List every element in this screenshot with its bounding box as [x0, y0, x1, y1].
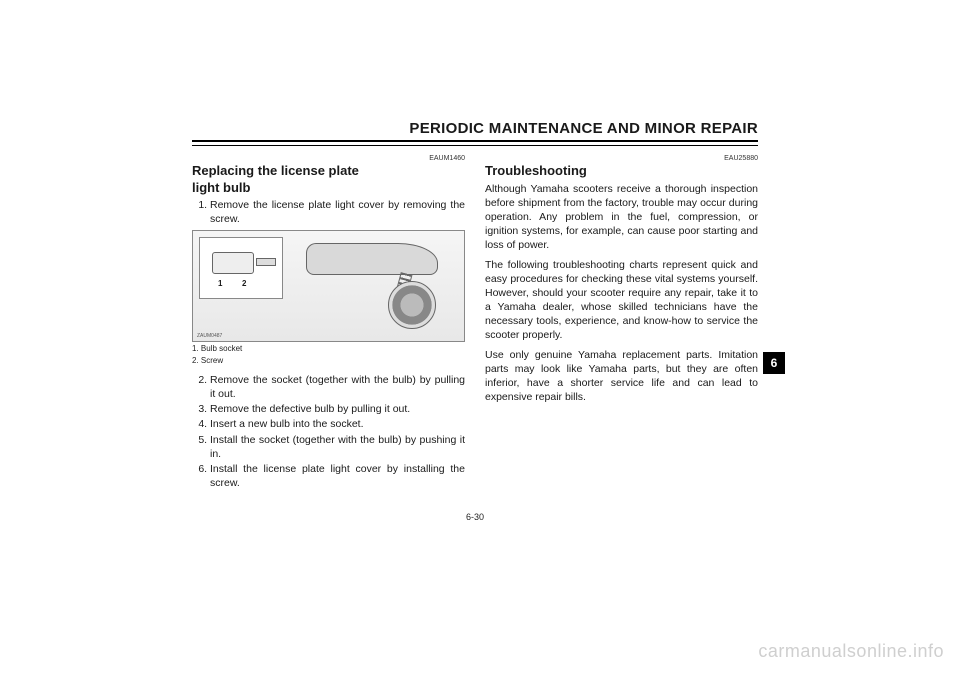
scooter-shape [306, 243, 456, 329]
doc-id-left: EAUM1460 [192, 154, 465, 163]
steps-list-a: Remove the license plate light cover by … [192, 198, 465, 226]
section-title-line2: light bulb [192, 180, 250, 195]
doc-id-right: EAU25880 [485, 154, 758, 163]
figure-caption-1: 1. Bulb socket [192, 344, 465, 355]
two-column-layout: EAUM1460 Replacing the license plate lig… [192, 154, 758, 494]
paragraph: The following troubleshooting charts rep… [485, 258, 758, 343]
figure-illustration: 1 2 ZAUM0487 [192, 230, 465, 342]
watermark-text: carmanualsonline.info [758, 641, 944, 662]
section-title-left: Replacing the license plate light bulb [192, 163, 465, 196]
section-title-line1: Replacing the license plate [192, 163, 359, 178]
figure-id: ZAUM0487 [197, 333, 222, 340]
content-area: PERIODIC MAINTENANCE AND MINOR REPAIR EA… [192, 120, 758, 588]
scooter-wheel-shape [388, 281, 436, 329]
step-item: Install the license plate light cover by… [210, 462, 465, 490]
chapter-tab: 6 [763, 352, 785, 374]
header-rule-thick [192, 140, 758, 142]
manual-page: PERIODIC MAINTENANCE AND MINOR REPAIR EA… [0, 0, 960, 678]
steps-list-b: Remove the socket (together with the bul… [192, 373, 465, 490]
page-number: 6-30 [192, 512, 758, 522]
page-header-title: PERIODIC MAINTENANCE AND MINOR REPAIR [192, 120, 758, 137]
right-column: EAU25880 Troubleshooting Although Yamaha… [485, 154, 758, 494]
screw-shape [256, 258, 276, 266]
section-title-right: Troubleshooting [485, 163, 758, 179]
scooter-seat-shape [306, 243, 438, 275]
step-item: Insert a new bulb into the socket. [210, 417, 465, 431]
step-item: Remove the defective bulb by pulling it … [210, 402, 465, 416]
left-column: EAUM1460 Replacing the license plate lig… [192, 154, 465, 494]
paragraph: Although Yamaha scooters receive a thoro… [485, 182, 758, 253]
step-item: Remove the license plate light cover by … [210, 198, 465, 226]
header-rule-thin [192, 145, 758, 146]
figure-callout-2: 2 [241, 279, 247, 290]
bulb-socket-shape [212, 252, 254, 274]
step-item: Install the socket (together with the bu… [210, 433, 465, 461]
figure-callout-1: 1 [217, 279, 223, 290]
step-item: Remove the socket (together with the bul… [210, 373, 465, 401]
figure-caption-2: 2. Screw [192, 356, 465, 367]
paragraph: Use only genuine Yamaha replacement part… [485, 348, 758, 405]
